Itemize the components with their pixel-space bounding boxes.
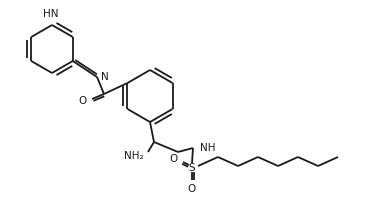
Text: NH₂: NH₂: [124, 151, 144, 161]
Text: NH: NH: [200, 143, 215, 153]
Text: HN: HN: [43, 9, 59, 19]
Text: O: O: [170, 154, 178, 164]
Text: O: O: [188, 184, 196, 194]
Text: S: S: [189, 163, 195, 173]
Text: O: O: [79, 96, 87, 106]
Text: N: N: [101, 72, 109, 82]
